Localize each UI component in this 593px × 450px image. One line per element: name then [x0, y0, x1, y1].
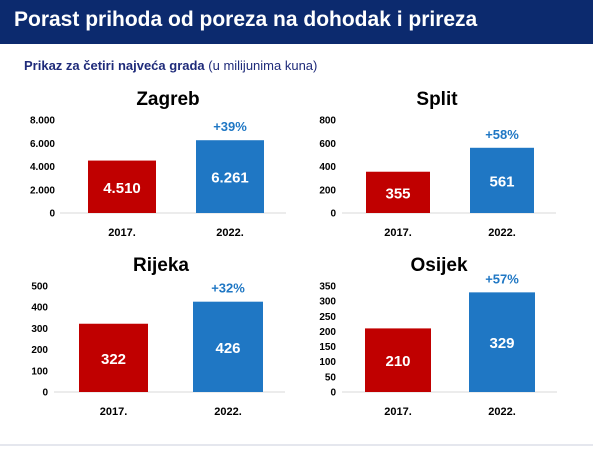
y-tick-label: 100: [31, 366, 48, 377]
y-tick-label: 8.000: [30, 116, 55, 127]
category-label: 2017.: [100, 406, 128, 418]
chart-title-osijek: Osijek: [410, 255, 467, 276]
bar-2017: [88, 160, 156, 213]
y-tick-label: 50: [325, 372, 337, 383]
footer-divider: [0, 444, 593, 446]
category-label: 2017.: [384, 227, 412, 239]
chart-zagreb: Zagreb 0 2.000 4.000 6.000 8.000 4.510 2017. 6.2…: [0, 84, 296, 250]
page-title: Porast prihoda od poreza na dohodak i pr…: [14, 8, 478, 31]
category-label: 2017.: [384, 406, 412, 418]
chart-osijek: Osijek 0 50 100 150 200 250 300 350 210 2017. 329 20…: [296, 252, 593, 424]
growth-label: +32%: [211, 281, 245, 296]
bar-2017: [79, 323, 148, 392]
y-tick-label: 200: [319, 185, 336, 196]
category-label: 2017.: [108, 227, 136, 239]
y-tick-label: 200: [31, 345, 48, 356]
bar-value-label: 4.510: [103, 180, 141, 197]
bar-value-label: 210: [385, 353, 410, 370]
bar-2017: [366, 171, 430, 213]
y-tick-label: 6.000: [30, 139, 55, 150]
y-tick-label: 800: [319, 116, 336, 127]
chart-split-svg: Split 0 200 400 600 800 355 2017. 561 2022. +58%: [319, 89, 556, 239]
category-label: 2022.: [488, 406, 516, 418]
chart-title-split: Split: [416, 89, 458, 110]
y-tick-label: 0: [42, 388, 48, 399]
chart-rijeka-svg: Rijeka 0 100 200 300 400 500 322 2017. 426 2022. +3…: [31, 255, 285, 418]
y-tick-label: 200: [319, 327, 336, 338]
bar-value-label: 561: [489, 173, 514, 190]
y-tick-label: 0: [330, 388, 336, 399]
y-tick-label: 300: [31, 324, 48, 335]
growth-label: +58%: [485, 127, 519, 142]
y-tick-label: 2.000: [30, 185, 55, 196]
y-tick-label: 250: [319, 312, 336, 323]
subtitle-unit: (u milijunima kuna): [204, 58, 318, 73]
page-subtitle: Prikaz za četiri najveća grada (u miliju…: [24, 58, 317, 73]
category-label: 2022.: [216, 227, 244, 239]
chart-title-rijeka: Rijeka: [133, 255, 189, 276]
bar-value-label: 322: [101, 351, 126, 368]
y-tick-label: 500: [31, 282, 48, 293]
subtitle-bold: Prikaz za četiri najveća grada: [24, 58, 205, 73]
header-bar: Porast prihoda od poreza na dohodak i pr…: [0, 0, 593, 44]
category-label: 2022.: [214, 406, 242, 418]
bar-value-label: 329: [489, 335, 514, 352]
y-tick-label: 100: [319, 357, 336, 368]
bar-value-label: 6.261: [211, 170, 249, 187]
bar-value-label: 426: [215, 340, 240, 357]
y-tick-label: 0: [330, 209, 336, 220]
chart-zagreb-svg: Zagreb 0 2.000 4.000 6.000 8.000 4.510 2017. 6.2…: [30, 89, 286, 239]
bar-2022: [469, 292, 535, 392]
y-tick-label: 300: [319, 297, 336, 308]
y-tick-label: 400: [319, 162, 336, 173]
bar-2022: [470, 147, 534, 213]
y-tick-label: 0: [49, 209, 55, 220]
bar-2017: [365, 328, 431, 392]
y-tick-label: 400: [31, 303, 48, 314]
chart-rijeka: Rijeka 0 100 200 300 400 500 322 2017. 426 2022. +3…: [0, 252, 296, 424]
chart-title-zagreb: Zagreb: [136, 89, 199, 110]
y-tick-label: 600: [319, 139, 336, 150]
category-label: 2022.: [488, 227, 516, 239]
chart-split: Split 0 200 400 600 800 355 2017. 561 2022. +58%: [296, 84, 593, 250]
y-tick-label: 4.000: [30, 162, 55, 173]
growth-label: +57%: [485, 271, 519, 286]
bar-value-label: 355: [385, 185, 410, 202]
y-tick-label: 150: [319, 342, 336, 353]
y-tick-label: 350: [319, 282, 336, 293]
growth-label: +39%: [213, 119, 247, 134]
bar-2022: [196, 140, 264, 213]
chart-osijek-svg: Osijek 0 50 100 150 200 250 300 350 210 2017. 329 20…: [319, 255, 557, 418]
bar-2022: [193, 301, 263, 392]
